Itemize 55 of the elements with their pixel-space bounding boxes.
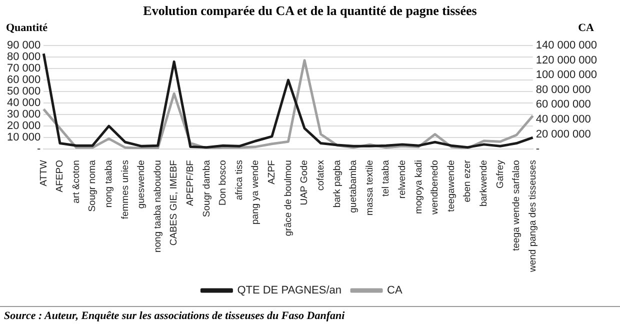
y2-tick-label: 100 000 000 xyxy=(536,69,597,82)
y-tick-label: 50 000 xyxy=(6,86,41,98)
y-tick-label: 80 000 xyxy=(6,51,41,64)
x-tick-label: CABES GIE, IMEBF xyxy=(168,160,180,246)
y2-tick-label: 60 000 000 xyxy=(536,98,591,111)
y-tick-label: 10 000 xyxy=(6,132,41,144)
x-tick-label: mogoya kadi xyxy=(413,160,424,214)
y-tick-label: 40 000 xyxy=(6,97,41,110)
y2-tick-label: 120 000 000 xyxy=(536,54,597,66)
x-tick-label: gueswende xyxy=(136,160,148,209)
x-tick-label: femmes unies xyxy=(120,160,131,220)
x-tick-label: AFEPO xyxy=(54,160,66,192)
x-tick-label: grâce de boulmou xyxy=(282,160,294,236)
y-tick-label: 70 000 xyxy=(6,62,41,75)
x-tick-label: APEPF/BF xyxy=(185,160,196,206)
x-tick-label: Sougr damba xyxy=(201,159,212,218)
x-tick-label: pang ya wende xyxy=(250,160,262,224)
x-tick-label: barkwende xyxy=(478,160,490,207)
x-tick-label: eben ezer xyxy=(462,160,474,202)
x-tick-label: wendbenedo xyxy=(430,160,441,216)
x-tick-label: Sougr noma xyxy=(87,159,98,212)
x-tick-label: relwende xyxy=(397,160,408,199)
x-tick-label: bark pagba xyxy=(332,159,343,208)
x-tick-label: massa textile xyxy=(364,160,376,216)
y2-tick-label: 140 000 000 xyxy=(536,40,597,52)
y2-tick-label: 80 000 000 xyxy=(536,84,591,96)
x-tick-label: wend panga des tisseuses xyxy=(527,160,538,274)
x-tick-label: guetabamba xyxy=(348,159,360,213)
x-tick-label: Don bosco xyxy=(218,160,229,206)
x-tick-label: Gafrey xyxy=(494,160,506,189)
x-tick-label: UAP Gode xyxy=(299,160,310,206)
y-axis-title: Quantité xyxy=(6,22,48,34)
x-tick-label: tel taaba xyxy=(380,159,392,196)
legend-label: CA xyxy=(387,284,403,297)
y2-tick-label: - xyxy=(536,143,540,156)
y2-tick-label: 20 000 000 xyxy=(536,128,591,140)
x-tick-label: AZPF xyxy=(266,160,278,184)
y-tick-label: 60 000 xyxy=(6,74,41,86)
x-tick-label: nong taaba xyxy=(103,159,114,208)
x-tick-label: teegawende xyxy=(446,160,457,212)
chart-title: Evolution comparée du CA et de la quantité de pagne tissées xyxy=(142,2,478,20)
x-tick-label: ATTW xyxy=(38,160,50,186)
y-tick-label: 90 000 xyxy=(6,40,41,52)
legend-label: QTE DE PAGNES/an xyxy=(237,284,342,297)
source-note: Source : Auteur, Enquête sur les associations de tisseuses du Faso Danfani xyxy=(0,306,620,322)
x-tick-label: africa tiss xyxy=(234,160,245,200)
x-tick-label: teega wende sarfalao xyxy=(511,160,522,251)
y2-tick-label: 40 000 000 xyxy=(536,114,591,126)
y-tick-label: 30 000 xyxy=(6,108,41,121)
y2-axis-title: CA xyxy=(578,22,594,34)
x-tick-label: cofatex xyxy=(315,160,326,191)
y-tick-label: - xyxy=(36,143,41,156)
x-tick-label: nong taaba naboudou xyxy=(152,160,164,253)
y-tick-label: 20 000 xyxy=(6,120,41,132)
x-tick-label: art &coton xyxy=(70,160,82,204)
